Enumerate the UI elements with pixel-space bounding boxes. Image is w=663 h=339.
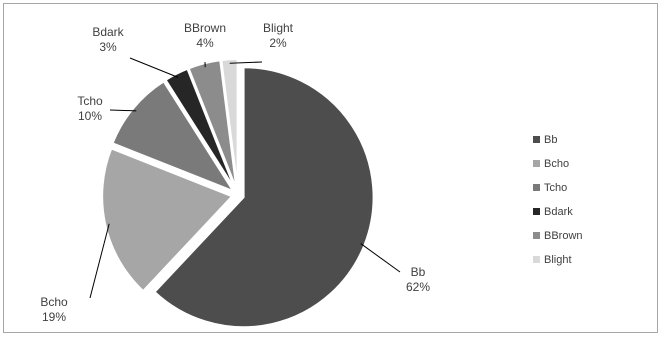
leader-line-bb [360, 243, 401, 273]
pie-slice-bbrown [187, 59, 238, 190]
leader-line-tcho [109, 109, 137, 112]
slice-percent-bbrown: 4% [196, 36, 214, 50]
leader-lines [89, 57, 401, 299]
slice-label-tcho: Tcho [77, 94, 103, 108]
slice-label-bcho: Bcho [40, 295, 68, 309]
leader-line-bcho [89, 223, 110, 299]
legend-label-bbrown: BBrown [544, 230, 583, 242]
slice-percent-bb: 62% [406, 280, 430, 294]
pie-slice-bb [153, 66, 375, 329]
pie-slice-blight [220, 58, 239, 190]
slice-percent-blight: 2% [269, 36, 287, 50]
legend-label-bdark: Bdark [544, 206, 573, 218]
legend-label-blight: Blight [544, 254, 572, 266]
legend-swatch-bcho [533, 160, 540, 167]
legend-swatch-blight [533, 256, 540, 263]
legend: Bb Bcho Tcho Bdark BBrown Blight [533, 134, 583, 266]
pie-slice-bcho [101, 147, 234, 293]
pie-slice-tcho [111, 80, 236, 194]
slice-label-bdark: Bdark [92, 25, 124, 39]
legend-label-bcho: Bcho [544, 158, 569, 170]
legend-swatch-tcho [533, 184, 540, 191]
slice-label-bbrown: BBrown [184, 21, 226, 35]
leader-line-bdark [129, 57, 179, 78]
legend-label-tcho: Tcho [544, 182, 567, 194]
pie-slices [101, 58, 375, 329]
legend-swatch-bbrown [533, 232, 540, 239]
leader-line-blight [229, 61, 263, 64]
slice-percent-bcho: 19% [42, 310, 66, 324]
slice-label-blight: Blight [263, 21, 294, 35]
legend-label-bb: Bb [544, 134, 557, 146]
pie-slice-bdark [164, 67, 237, 191]
slice-percent-bdark: 3% [99, 40, 117, 54]
slice-label-bb: Bb [411, 265, 426, 279]
legend-swatch-bdark [533, 208, 540, 215]
slice-percent-tcho: 10% [78, 109, 102, 123]
legend-swatch-bb [533, 136, 540, 143]
